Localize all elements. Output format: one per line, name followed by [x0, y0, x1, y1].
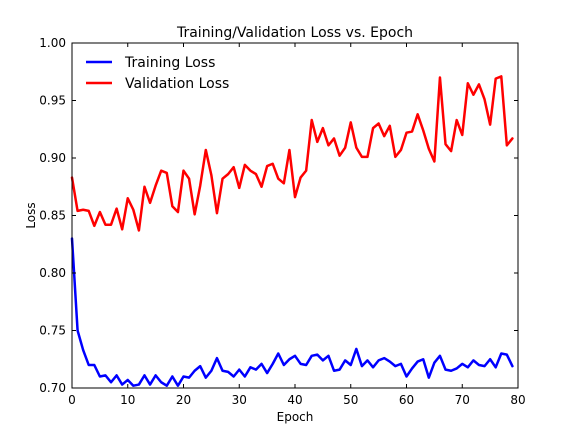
x-tick-label: 60 [399, 393, 414, 407]
x-tick-label: 30 [232, 393, 247, 407]
x-tick-label: 50 [343, 393, 358, 407]
x-tick-label: 10 [120, 393, 135, 407]
y-tick-label: 0.95 [39, 94, 66, 108]
legend-label: Training Loss [124, 55, 215, 71]
x-tick-label: 40 [287, 393, 302, 407]
x-tick-label: 20 [176, 393, 191, 407]
y-tick-label: 0.85 [39, 209, 66, 223]
x-axis-label: Epoch [277, 410, 314, 424]
y-tick-label: 0.70 [39, 381, 66, 395]
y-axis-label: Loss [24, 202, 38, 228]
legend: Training Loss Validation Loss [86, 55, 229, 92]
x-tick-label: 70 [455, 393, 470, 407]
chart-title: Training/Validation Loss vs. Epoch [176, 25, 413, 41]
y-tick-label: 0.80 [39, 266, 66, 280]
y-tick-label: 0.75 [39, 324, 66, 338]
series-line-training-loss [70, 237, 514, 387]
x-tick-label: 80 [510, 393, 525, 407]
y-tick-label: 1.00 [39, 36, 66, 50]
series-line-validation-loss [70, 75, 514, 232]
y-tick-label: 0.90 [39, 151, 66, 165]
legend-label: Validation Loss [125, 76, 229, 92]
x-tick-label: 0 [68, 393, 76, 407]
series-layer [70, 75, 514, 387]
y-axis: 0.70 0.75 0.80 0.85 0.90 0.95 1.00 [39, 36, 518, 395]
axes-background [72, 43, 518, 388]
x-axis: 0 10 20 30 40 50 60 70 80 [68, 43, 526, 407]
plot-area: 0 10 20 30 40 50 60 70 80 0.700.750.800.850.900.… [39, 36, 525, 407]
